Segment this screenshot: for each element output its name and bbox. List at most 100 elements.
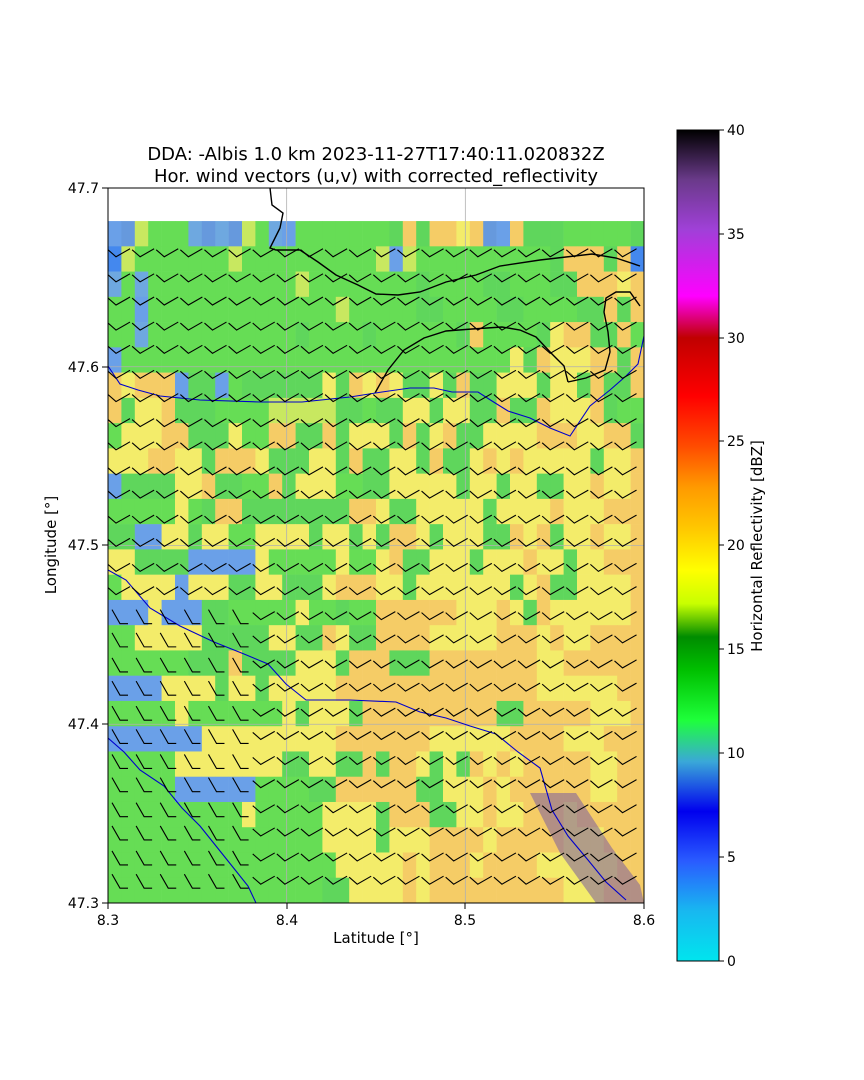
wind-barb: [252, 707, 275, 717]
wind-barb: [469, 321, 493, 331]
wind-barb: [252, 659, 275, 669]
wind-barb: [324, 779, 348, 789]
reflectivity-cell: [536, 852, 551, 879]
wind-barb: [324, 586, 348, 596]
reflectivity-cell: [429, 726, 444, 752]
wind-barb: [324, 611, 348, 621]
reflectivity-cell: [469, 549, 484, 575]
reflectivity-cell: [577, 726, 591, 752]
wind-barb: [565, 562, 589, 573]
wind-barb: [397, 514, 420, 524]
wind-barb: [159, 850, 177, 866]
reflectivity-cell: [201, 347, 216, 373]
wind-barb: [541, 707, 565, 717]
reflectivity-cell: [268, 473, 283, 500]
wind-barb: [397, 730, 420, 741]
reflectivity-cell: [416, 574, 430, 601]
reflectivity-cell: [523, 574, 538, 601]
wind-barb: [348, 611, 372, 621]
wind-barb: [252, 682, 275, 692]
wind-barb: [252, 418, 275, 428]
reflectivity-cell: [161, 650, 176, 676]
reflectivity-cell: [416, 650, 430, 676]
reflectivity-cell: [483, 473, 497, 500]
reflectivity-cell: [121, 322, 136, 348]
reflectivity-cell: [161, 246, 176, 272]
wind-barb: [614, 804, 637, 814]
wind-barb: [159, 657, 177, 673]
reflectivity-cell: [121, 852, 136, 879]
reflectivity-cell: [483, 347, 497, 373]
wind-barb: [565, 611, 589, 621]
reflectivity-cell: [134, 625, 149, 651]
wind-barb: [445, 730, 468, 741]
wind-barb: [565, 273, 589, 283]
reflectivity-cell: [577, 397, 591, 424]
reflectivity-cell: [268, 221, 283, 247]
reflectivity-cell: [563, 221, 578, 247]
reflectivity-cell: [309, 372, 323, 399]
reflectivity-cell: [215, 801, 229, 828]
reflectivity-cell: [456, 827, 471, 853]
wind-barb: [276, 682, 300, 692]
reflectivity-cell: [362, 827, 377, 853]
reflectivity-cell: [443, 549, 457, 575]
reflectivity-cell: [255, 372, 270, 399]
reflectivity-cell: [148, 322, 162, 348]
reflectivity-cell: [590, 599, 605, 626]
reflectivity-cell: [322, 625, 337, 651]
reflectivity-cell: [295, 852, 310, 879]
reflectivity-cell: [630, 599, 644, 626]
wind-barb: [179, 537, 203, 548]
reflectivity-cell: [295, 372, 310, 399]
wind-barb: [590, 779, 613, 789]
reflectivity-cell: [148, 827, 162, 853]
reflectivity-cell: [121, 423, 136, 449]
reflectivity-cell: [295, 801, 310, 828]
wind-barb: [493, 537, 517, 548]
reflectivity-cell: [429, 827, 444, 853]
reflectivity-cell: [416, 271, 430, 298]
reflectivity-cell: [563, 448, 578, 474]
reflectivity-cell: [121, 397, 136, 424]
reflectivity-cell: [603, 221, 618, 247]
reflectivity-cell: [255, 423, 270, 449]
reflectivity-cell: [201, 801, 216, 828]
wind-barb: [372, 466, 396, 476]
reflectivity-cell: [402, 322, 417, 348]
wind-barb: [469, 418, 493, 428]
reflectivity-cell: [362, 852, 377, 879]
reflectivity-cell: [335, 574, 350, 601]
reflectivity-cell: [469, 675, 484, 702]
wind-barb: [131, 514, 155, 524]
wind-barb: [228, 321, 251, 331]
reflectivity-cell: [443, 473, 457, 500]
reflectivity-cell: [536, 271, 551, 298]
wind-barb: [469, 273, 493, 283]
reflectivity-cell: [295, 498, 310, 525]
reflectivity-cell: [161, 877, 176, 903]
reflectivity-cell: [282, 549, 296, 575]
wind-barb: [111, 680, 128, 696]
reflectivity-cell: [510, 498, 524, 525]
wind-barb: [517, 755, 541, 766]
wind-barb: [348, 634, 372, 644]
reflectivity-cell: [188, 423, 203, 449]
reflectivity-cell: [577, 322, 591, 348]
reflectivity-cell: [255, 271, 270, 298]
reflectivity-cell: [550, 852, 564, 879]
reflectivity-cell: [349, 625, 363, 651]
wind-barb: [445, 418, 468, 428]
wind-barb: [252, 296, 275, 306]
reflectivity-cell: [376, 700, 390, 727]
reflectivity-cell: [322, 322, 337, 348]
reflectivity-cell: [469, 650, 484, 676]
reflectivity-cell: [443, 801, 457, 828]
wind-barb: [348, 466, 372, 476]
reflectivity-cell: [630, 322, 644, 348]
reflectivity-cell: [630, 751, 644, 778]
wind-barb: [276, 707, 300, 717]
reflectivity-cell: [188, 372, 203, 399]
reflectivity-cell: [469, 625, 484, 651]
wind-barb: [108, 537, 131, 548]
